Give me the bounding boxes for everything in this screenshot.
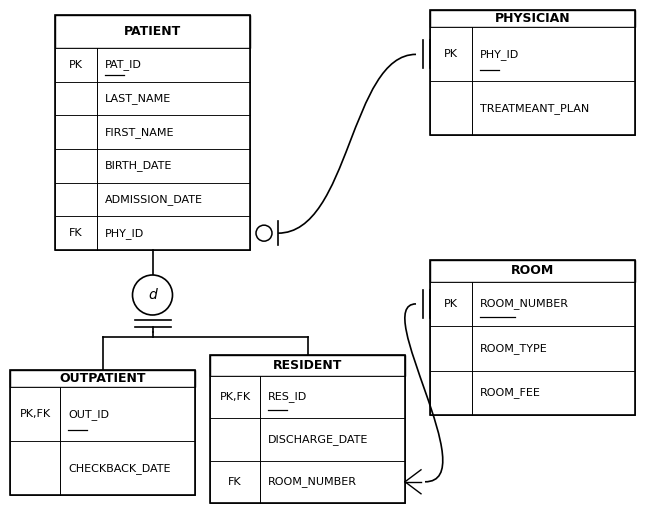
Bar xyxy=(55,115,250,149)
Text: PHY_ID: PHY_ID xyxy=(480,49,519,60)
Bar xyxy=(210,418,405,460)
Text: PK: PK xyxy=(444,299,458,309)
Bar xyxy=(430,282,635,326)
Bar xyxy=(55,149,250,182)
Text: FK: FK xyxy=(69,228,83,238)
Bar xyxy=(55,182,250,216)
Text: ROOM_NUMBER: ROOM_NUMBER xyxy=(480,298,569,309)
Bar xyxy=(430,10,635,28)
Text: LAST_NAME: LAST_NAME xyxy=(105,93,171,104)
Bar xyxy=(55,15,250,48)
Text: RES_ID: RES_ID xyxy=(268,391,307,402)
Text: ROOM: ROOM xyxy=(511,264,554,277)
Text: ROOM_TYPE: ROOM_TYPE xyxy=(480,343,547,354)
Text: FIRST_NAME: FIRST_NAME xyxy=(105,127,174,137)
Bar xyxy=(10,370,195,387)
Text: PHYSICIAN: PHYSICIAN xyxy=(495,12,570,25)
Text: ROOM_NUMBER: ROOM_NUMBER xyxy=(268,476,357,487)
Bar xyxy=(430,326,635,370)
Text: OUTPATIENT: OUTPATIENT xyxy=(59,372,146,385)
Text: PAT_ID: PAT_ID xyxy=(105,59,142,70)
Circle shape xyxy=(256,225,272,241)
Text: PATIENT: PATIENT xyxy=(124,25,181,38)
Text: PK,FK: PK,FK xyxy=(20,409,51,420)
Bar xyxy=(55,48,250,82)
Bar xyxy=(55,82,250,115)
Bar xyxy=(430,10,635,135)
Bar xyxy=(55,15,250,250)
Text: PK: PK xyxy=(444,50,458,59)
Bar xyxy=(210,355,405,503)
Text: PHY_ID: PHY_ID xyxy=(105,228,145,239)
Circle shape xyxy=(133,275,173,315)
Text: ROOM_FEE: ROOM_FEE xyxy=(480,387,541,398)
Bar xyxy=(210,376,405,418)
Text: CHECKBACK_DATE: CHECKBACK_DATE xyxy=(68,462,171,474)
Text: DISCHARGE_DATE: DISCHARGE_DATE xyxy=(268,434,368,445)
Bar xyxy=(430,28,635,81)
Text: OUT_ID: OUT_ID xyxy=(68,409,109,420)
Bar xyxy=(430,260,635,415)
Bar xyxy=(10,387,195,442)
Bar xyxy=(210,355,405,376)
Bar xyxy=(210,460,405,503)
Bar xyxy=(10,442,195,495)
Text: TREATMEANT_PLAN: TREATMEANT_PLAN xyxy=(480,103,589,113)
Bar xyxy=(10,370,195,495)
Bar xyxy=(55,216,250,250)
Bar xyxy=(430,370,635,415)
Bar xyxy=(430,81,635,135)
Text: PK: PK xyxy=(69,60,83,69)
Text: PK,FK: PK,FK xyxy=(219,392,251,402)
Text: FK: FK xyxy=(229,477,242,487)
Text: ADMISSION_DATE: ADMISSION_DATE xyxy=(105,194,203,205)
Text: RESIDENT: RESIDENT xyxy=(273,359,342,372)
Text: d: d xyxy=(148,288,157,302)
Text: BIRTH_DATE: BIRTH_DATE xyxy=(105,160,173,171)
Bar xyxy=(430,260,635,282)
